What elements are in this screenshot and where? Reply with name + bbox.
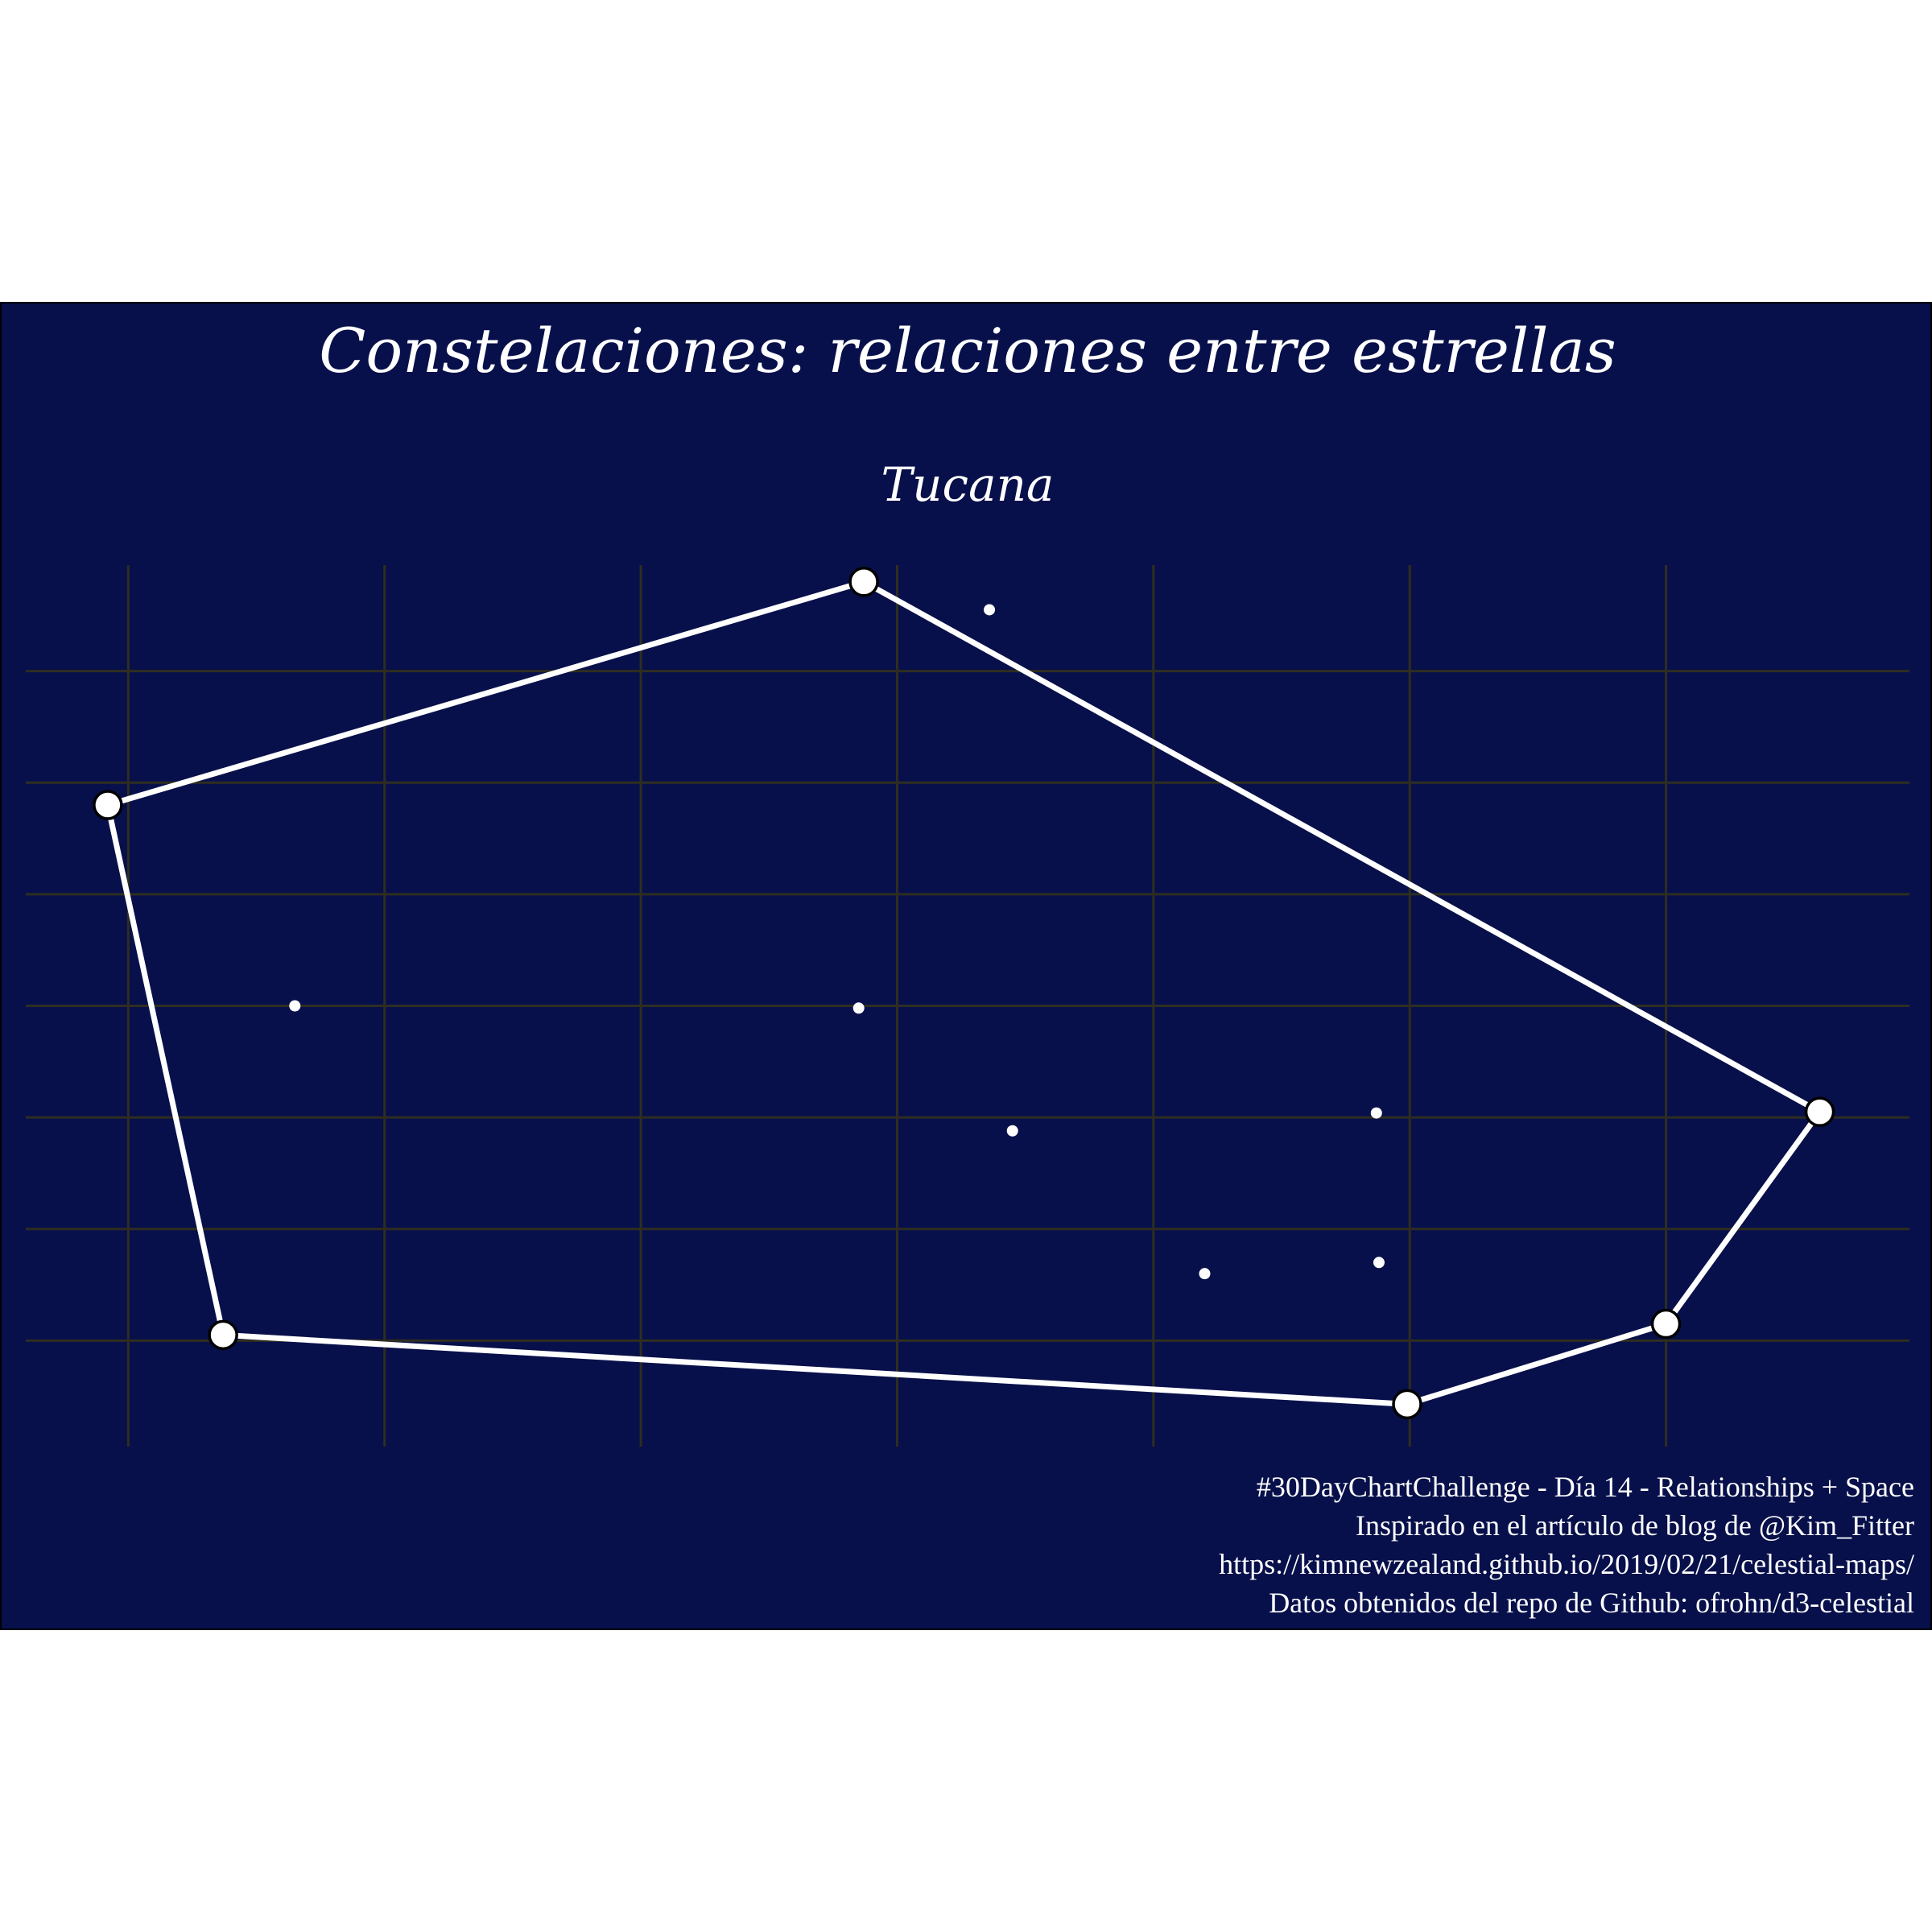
constellation-line-2 [1663,1108,1823,1327]
star-major-0 [93,790,123,820]
star-major-3 [1650,1308,1682,1340]
star-major-2 [1804,1096,1835,1127]
star-major-5 [208,1319,238,1351]
star-major-1 [848,567,879,597]
caption-line-2: Inspirado en el artículo de blog de @Kim… [1356,1509,1914,1542]
caption: #30DayChartChallenge - Día 14 - Relation… [1219,1471,1914,1619]
star-minor-3 [1006,1125,1018,1137]
caption-line-4: Datos obtenidos del repo de Github: ofro… [1269,1587,1914,1619]
star-minor-0 [984,604,996,616]
star-minor-2 [852,1002,865,1014]
constellation-chart: Constelaciones: relaciones entre estrell… [26,315,1914,1619]
constellation-line-5 [105,802,226,1338]
constellation-line-3 [1404,1321,1670,1407]
star-major-4 [1392,1389,1422,1420]
star-minor-5 [1373,1257,1385,1269]
chart-subtitle: Tucana [881,457,1054,512]
grid-layer [26,565,1909,1447]
caption-line-3: https://kimnewzealand.github.io/2019/02/… [1219,1548,1914,1580]
constellation-lines [105,579,1823,1407]
star-minor-1 [289,1000,301,1012]
stars-layer [93,567,1835,1420]
star-minor-4 [1370,1107,1382,1119]
constellation-line-1 [861,579,1823,1115]
chart-title: Constelaciones: relaciones entre estrell… [319,315,1616,386]
star-minor-6 [1199,1268,1211,1280]
constellation-line-0 [105,579,867,808]
constellation-line-4 [220,1331,1410,1407]
plot-panel: Constelaciones: relaciones entre estrell… [0,302,1932,1630]
caption-line-1: #30DayChartChallenge - Día 14 - Relation… [1257,1471,1914,1503]
